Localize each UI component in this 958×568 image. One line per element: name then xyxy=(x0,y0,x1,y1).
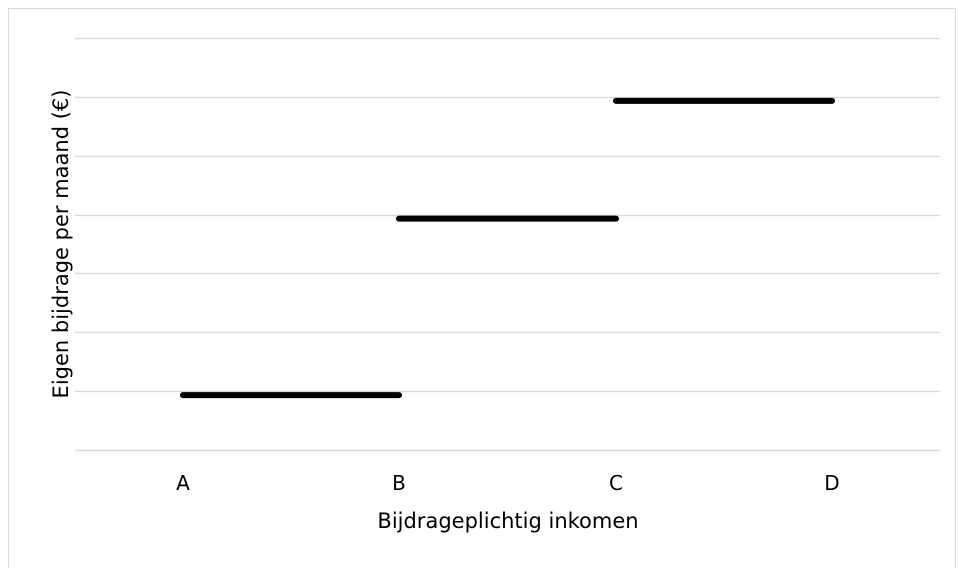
x-tick-label: D xyxy=(824,471,839,495)
x-tick-label: B xyxy=(392,471,406,495)
x-tick-label: A xyxy=(176,471,190,495)
x-tick-label: C xyxy=(609,471,623,495)
x-axis-title: Bijdrageplichtig inkomen xyxy=(377,509,638,533)
gridlines xyxy=(75,37,940,452)
step-segments xyxy=(180,97,835,399)
y-axis-title: Eigen bijdrage per maand (€) xyxy=(49,90,73,399)
x-tick-labels: A B C D xyxy=(176,471,840,495)
